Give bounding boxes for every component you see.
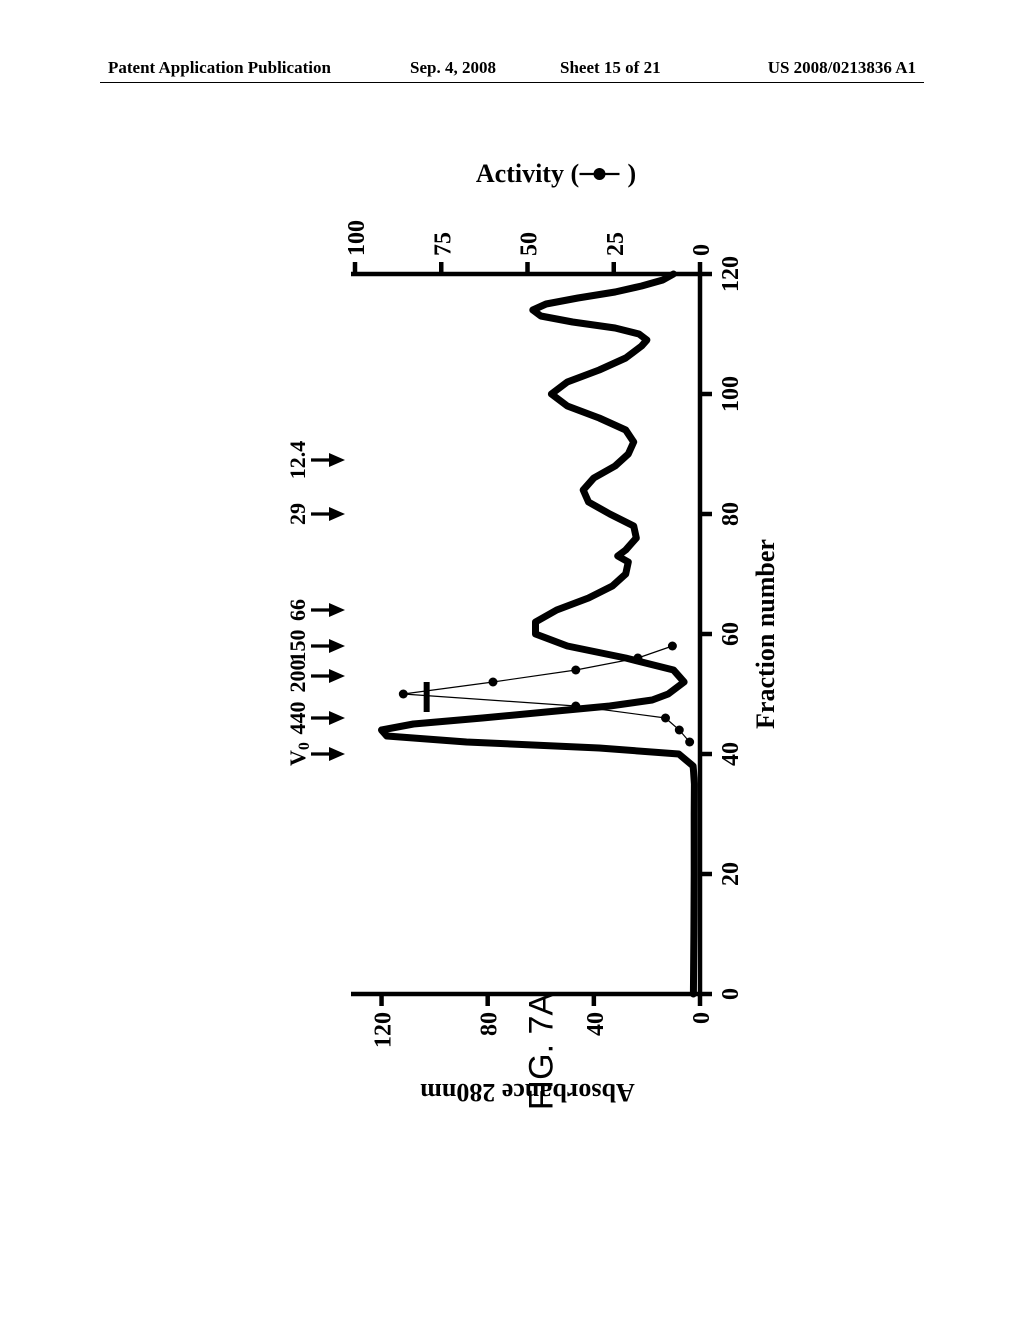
svg-text:200: 200 <box>285 660 310 693</box>
svg-text:0: 0 <box>718 988 744 1000</box>
svg-text:60: 60 <box>718 622 744 646</box>
page: Patent Application Publication Sep. 4, 2… <box>0 0 1024 1320</box>
svg-text:40: 40 <box>718 742 744 766</box>
svg-text:100: 100 <box>344 220 370 256</box>
svg-text:40: 40 <box>583 1012 609 1036</box>
svg-text:Fraction number: Fraction number <box>751 539 780 729</box>
figure-label: FIG. 7A <box>523 993 562 1110</box>
header-right: US 2008/0213836 A1 <box>768 58 916 78</box>
svg-text:120: 120 <box>718 256 744 292</box>
svg-text:): ) <box>628 159 637 188</box>
svg-text:Activity (: Activity ( <box>476 159 579 188</box>
header-sheet: Sheet 15 of 21 <box>560 58 661 78</box>
svg-text:20: 20 <box>718 862 744 886</box>
svg-text:0: 0 <box>689 244 715 256</box>
svg-text:120: 120 <box>371 1012 397 1048</box>
svg-text:150: 150 <box>285 630 310 663</box>
svg-text:V0: V0 <box>285 742 313 766</box>
figure-area: 020406080100120Fraction number04080120Ab… <box>262 152 822 1142</box>
svg-text:25: 25 <box>603 232 629 256</box>
svg-text:100: 100 <box>718 376 744 412</box>
svg-text:75: 75 <box>430 232 456 256</box>
svg-text:29: 29 <box>285 503 310 525</box>
svg-text:80: 80 <box>718 502 744 526</box>
header-date: Sep. 4, 2008 <box>410 58 496 78</box>
svg-text:50: 50 <box>517 232 543 256</box>
svg-text:80: 80 <box>477 1012 503 1036</box>
svg-text:12.4: 12.4 <box>285 441 310 480</box>
page-header: Patent Application Publication Sep. 4, 2… <box>0 58 1024 88</box>
header-rule <box>100 82 924 83</box>
svg-text:66: 66 <box>285 599 310 621</box>
svg-text:0: 0 <box>689 1012 715 1024</box>
header-left: Patent Application Publication <box>108 58 331 78</box>
svg-text:440: 440 <box>285 702 310 735</box>
